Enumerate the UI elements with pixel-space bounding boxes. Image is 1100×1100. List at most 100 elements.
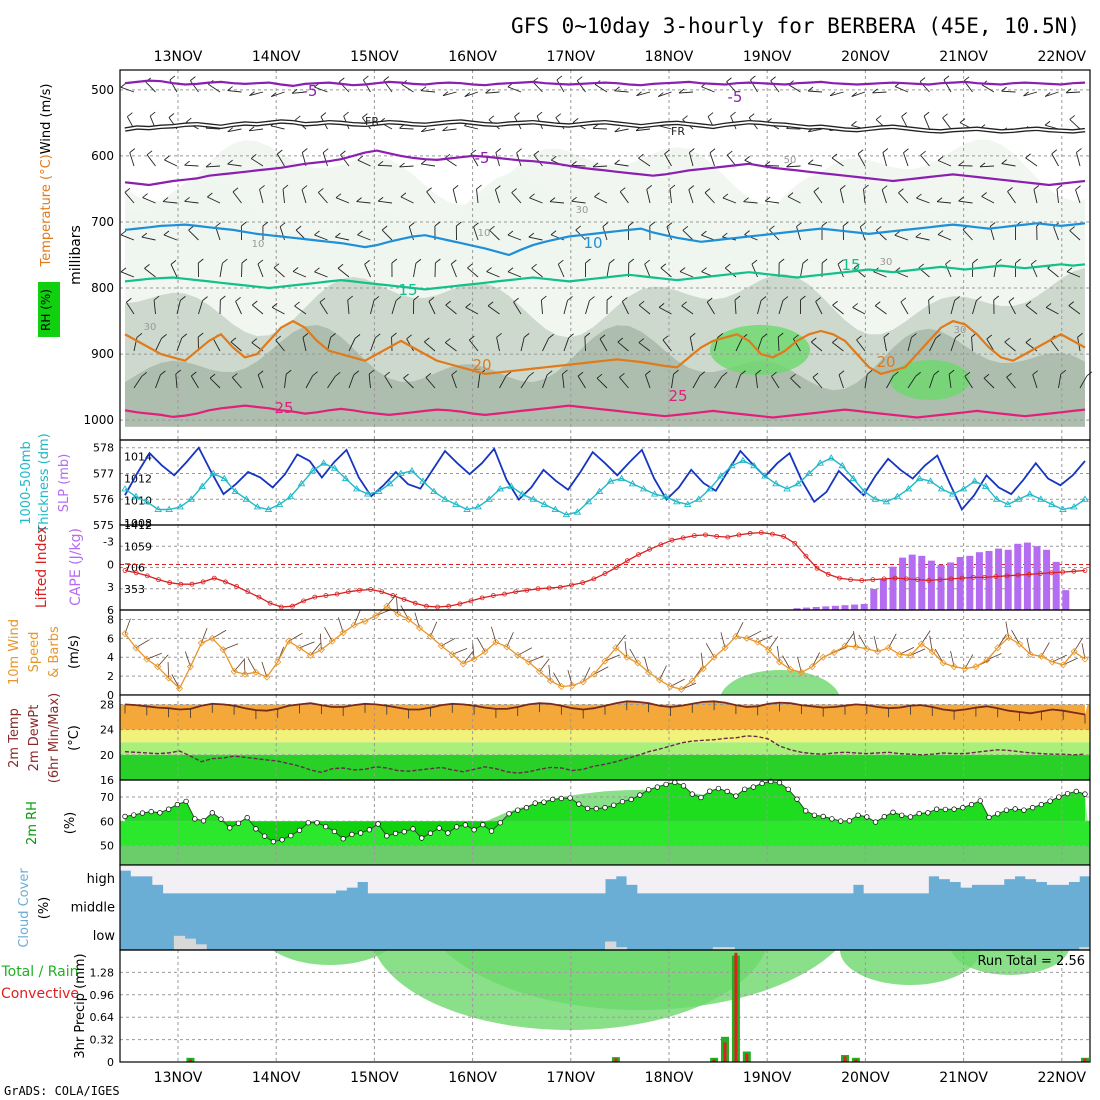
temp-band bbox=[120, 742, 1090, 755]
wind-barb-flag bbox=[936, 197, 943, 203]
wind-barb bbox=[507, 271, 522, 278]
ylabel-wind10m: (m/s) bbox=[67, 635, 82, 669]
thickness-marker bbox=[750, 461, 758, 469]
wind-barb-flag bbox=[717, 333, 724, 338]
wind-barb-flag bbox=[232, 187, 239, 193]
wind10m-barb bbox=[310, 642, 322, 656]
wind-barb bbox=[175, 374, 178, 389]
lifted-index-marker bbox=[747, 530, 753, 536]
cloud-high-clear bbox=[206, 865, 218, 894]
wind-barb-flag bbox=[1001, 86, 1007, 92]
wind-barb-flag bbox=[271, 92, 277, 97]
wind-barb-flag bbox=[958, 196, 964, 202]
ytick-rh: 60 bbox=[100, 815, 114, 828]
rh-marker bbox=[174, 801, 181, 808]
lifted-index-marker bbox=[870, 577, 876, 583]
wind-barb-flag bbox=[793, 334, 799, 340]
ytick-lifted-index: 0 bbox=[107, 558, 114, 571]
wind-barb-flag bbox=[964, 371, 971, 377]
thickness-marker bbox=[463, 505, 471, 512]
precip-convective-bar bbox=[712, 1059, 716, 1062]
lifted-index-marker bbox=[334, 591, 340, 597]
cloud-high-clear bbox=[658, 865, 671, 894]
wind-barb bbox=[832, 342, 844, 352]
wind-barb bbox=[832, 304, 844, 315]
lifted-index-marker bbox=[1082, 568, 1088, 573]
cloud-high-clear bbox=[896, 865, 908, 894]
lifted-index-marker bbox=[278, 604, 284, 610]
wind-barb bbox=[658, 91, 672, 97]
wind-barb bbox=[714, 376, 723, 389]
wind10m-marker bbox=[830, 648, 838, 657]
thickness-line bbox=[124, 457, 1086, 516]
wind-barb-flag bbox=[363, 75, 369, 81]
wind-barb-flag bbox=[955, 333, 961, 339]
wind-barb-flag bbox=[141, 232, 148, 238]
wind10m-marker bbox=[917, 640, 925, 648]
wind-barb-flag bbox=[334, 371, 341, 377]
wind10m-marker bbox=[950, 663, 958, 671]
wind10m-barb bbox=[400, 605, 409, 620]
thickness-marker bbox=[264, 505, 273, 512]
thickness-marker bbox=[584, 497, 593, 505]
wind-barb bbox=[282, 189, 285, 204]
wind-barb-flag bbox=[420, 159, 427, 165]
wind-barb bbox=[190, 80, 199, 93]
cloud-high-clear bbox=[831, 865, 843, 894]
wind-barb-flag bbox=[1069, 115, 1076, 120]
precip-convective-bar bbox=[745, 1053, 749, 1062]
thickness-marker bbox=[397, 469, 405, 476]
thickness-marker bbox=[573, 508, 582, 515]
lifted-index-marker bbox=[781, 533, 787, 539]
thickness-marker bbox=[496, 485, 504, 492]
wind-barb-flag bbox=[662, 335, 669, 341]
rh-marker bbox=[357, 830, 364, 836]
rh-marker bbox=[235, 820, 242, 826]
rh-marker bbox=[1082, 791, 1088, 797]
wind-barb-flag bbox=[257, 370, 264, 376]
cloud-high-clear bbox=[788, 865, 800, 894]
wind-barb bbox=[133, 376, 143, 389]
wind-barb bbox=[679, 91, 694, 94]
wind-barb bbox=[401, 84, 414, 93]
wind-barb-flag bbox=[146, 150, 153, 156]
date-label-bottom: 19NOV bbox=[743, 1070, 792, 1086]
ytick-wind-speed: 0 bbox=[107, 689, 114, 702]
lifted-index-marker bbox=[156, 577, 161, 583]
wind-barb bbox=[250, 158, 264, 167]
wind-barb bbox=[257, 263, 264, 278]
wind-barb-flag bbox=[837, 259, 844, 265]
cape-bar bbox=[889, 566, 897, 610]
wind-barb bbox=[348, 338, 356, 352]
thickness-marker bbox=[330, 464, 339, 471]
contour-label: 10 bbox=[583, 234, 602, 252]
thickness-marker bbox=[176, 503, 184, 510]
wind-barb bbox=[1047, 267, 1059, 278]
wind-barb-flag bbox=[227, 159, 233, 165]
wind-barb bbox=[542, 338, 549, 352]
lifted-index-marker bbox=[524, 587, 530, 593]
wind-barb-flag bbox=[322, 148, 329, 154]
wind-barb-flag bbox=[531, 263, 537, 269]
wind-barb-flag bbox=[594, 192, 600, 198]
wind-barb-flag bbox=[170, 259, 177, 265]
wind10m-marker bbox=[961, 664, 969, 673]
wind-barb bbox=[863, 189, 866, 204]
cloud-high-clear bbox=[939, 865, 951, 880]
rh-marker bbox=[680, 783, 687, 789]
wind10m-marker bbox=[1059, 661, 1067, 669]
wind10m-barb bbox=[921, 630, 931, 645]
cloud-high-clear bbox=[691, 865, 703, 894]
wind-barb bbox=[271, 91, 285, 98]
thickness-marker bbox=[1003, 500, 1012, 507]
lifted-index-marker bbox=[301, 598, 307, 604]
wind-barb-flag bbox=[893, 371, 899, 377]
wind-barb-flag bbox=[937, 156, 944, 161]
lifted-index-marker bbox=[379, 589, 385, 595]
lifted-index-marker bbox=[357, 587, 362, 593]
wind10m-marker bbox=[274, 658, 282, 666]
cloud-high-clear bbox=[1057, 865, 1069, 885]
wind-barb bbox=[495, 152, 500, 167]
date-label-top: 14NOV bbox=[252, 49, 301, 65]
thickness-marker bbox=[540, 500, 549, 507]
